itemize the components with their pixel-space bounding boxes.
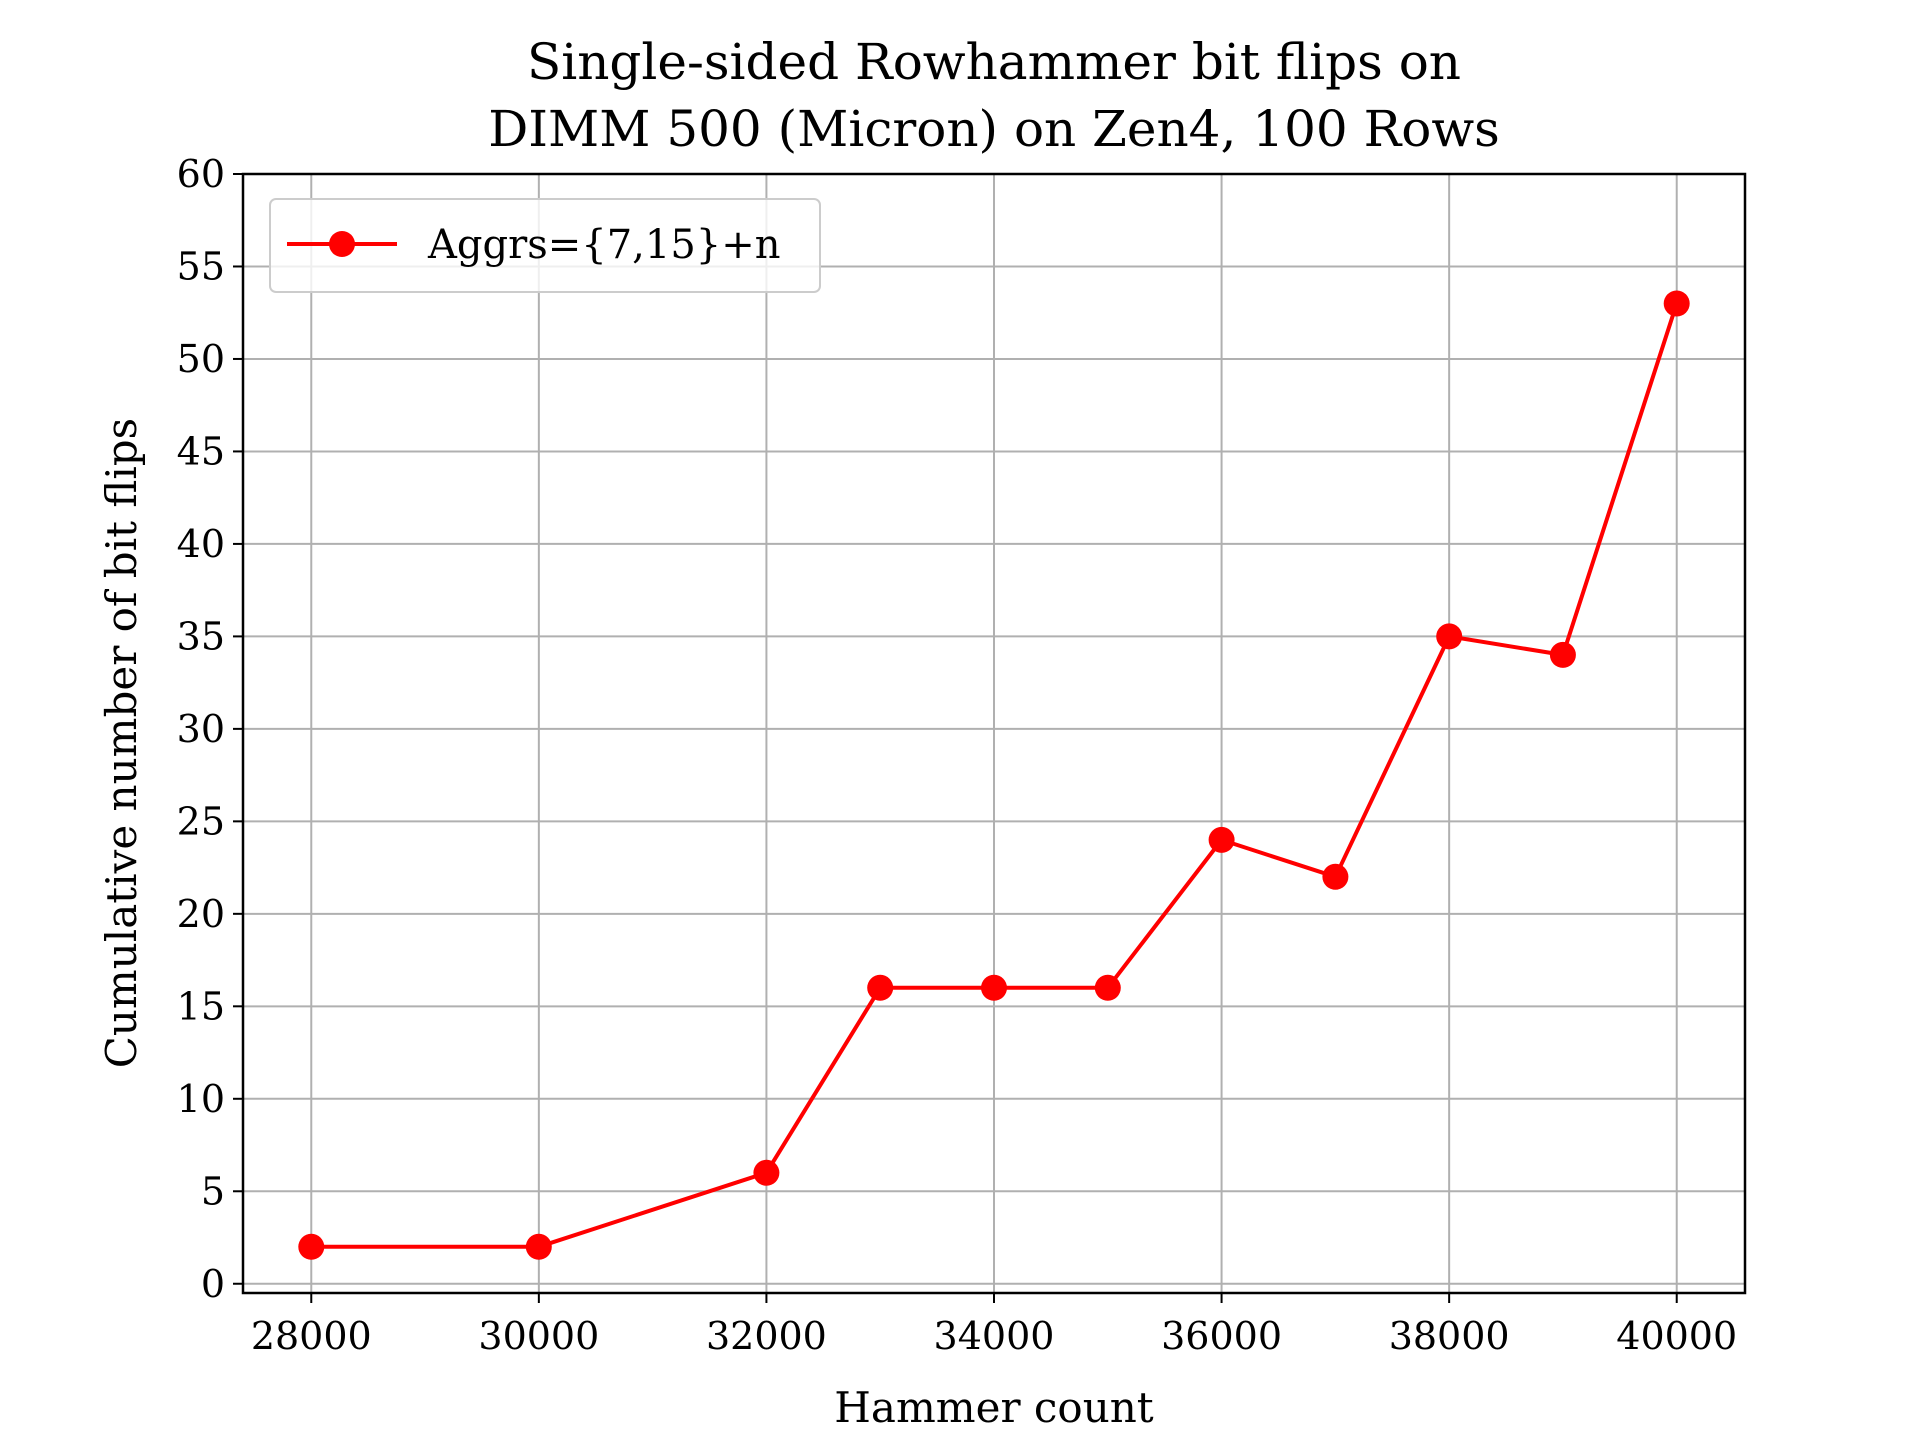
- y-tick-label: 60: [177, 152, 225, 196]
- x-tick-label: 28000: [251, 1314, 372, 1358]
- data-point: [1322, 863, 1349, 890]
- y-tick-label: 10: [177, 1077, 225, 1121]
- data-point: [1549, 641, 1576, 668]
- legend-label: Aggrs={7,15}+n: [427, 222, 781, 268]
- y-tick-label: 0: [201, 1262, 225, 1306]
- x-tick-label: 32000: [706, 1314, 827, 1358]
- chart-title-line-1: Single-sided Rowhammer bit flips on: [527, 33, 1461, 91]
- legend-box: [269, 198, 821, 293]
- data-point: [525, 1233, 552, 1260]
- series-layer: [298, 290, 1690, 1260]
- legend: Aggrs={7,15}+n: [269, 198, 821, 293]
- x-axis-label: Hammer count: [834, 1383, 1154, 1432]
- y-tick-label: 20: [177, 892, 225, 936]
- data-point: [1094, 974, 1121, 1001]
- x-tick-label: 36000: [1161, 1314, 1282, 1358]
- y-tick-label: 55: [177, 244, 225, 288]
- x-tick-label: 40000: [1616, 1314, 1737, 1358]
- y-tick-label: 15: [177, 984, 225, 1028]
- y-axis-ticks: 0 5 10 15 20 25 30 35 40 45 50 55 60: [177, 152, 243, 1306]
- y-tick-label: 30: [177, 707, 225, 751]
- y-tick-label: 5: [201, 1169, 225, 1213]
- y-tick-label: 25: [177, 799, 225, 843]
- data-point: [298, 1233, 325, 1260]
- y-tick-label: 45: [177, 429, 225, 473]
- plot-frame: [241, 172, 1747, 1295]
- legend-marker-swatch: [329, 231, 355, 257]
- data-point: [1208, 826, 1235, 853]
- data-point: [867, 974, 894, 1001]
- y-tick-label: 40: [177, 522, 225, 566]
- data-point: [1663, 290, 1690, 317]
- x-axis-ticks: 28000 30000 32000 34000 36000 38000 40000: [251, 1293, 1737, 1358]
- x-tick-label: 34000: [934, 1314, 1055, 1358]
- data-point: [1436, 623, 1463, 650]
- chart-title-line-2: DIMM 500 (Micron) on Zen4, 100 Rows: [488, 100, 1500, 158]
- data-point: [753, 1159, 780, 1186]
- x-tick-label: 30000: [478, 1314, 599, 1358]
- y-axis-label: Cumulative number of bit flips: [97, 418, 146, 1069]
- data-point: [981, 974, 1007, 1001]
- x-tick-label: 38000: [1389, 1314, 1510, 1358]
- y-tick-label: 35: [177, 614, 225, 658]
- y-tick-label: 50: [177, 337, 225, 381]
